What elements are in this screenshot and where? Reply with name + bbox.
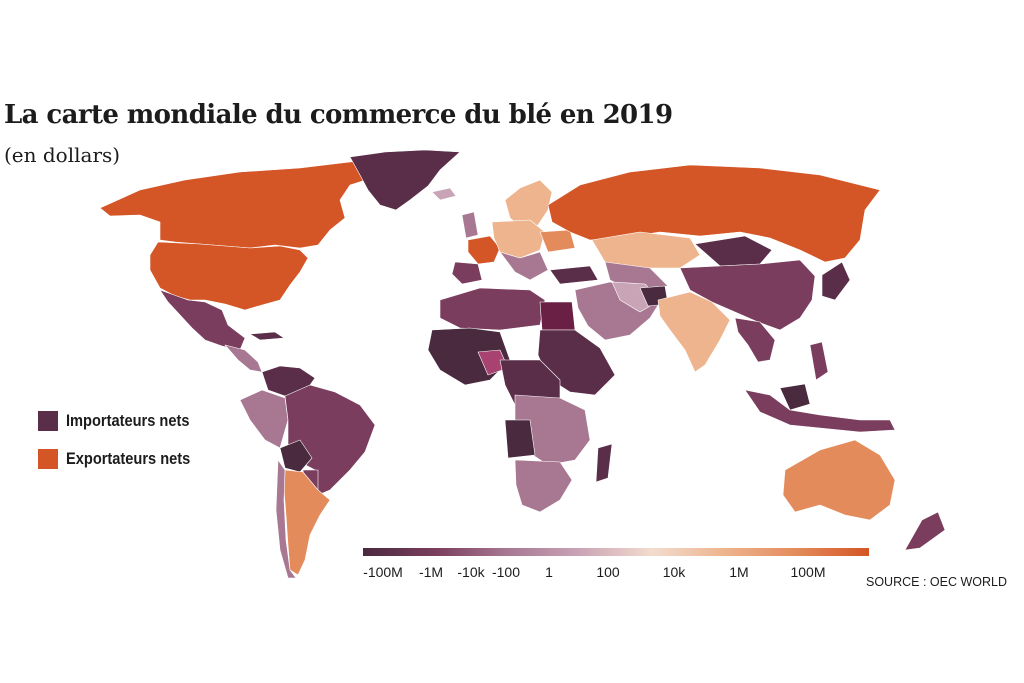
region-mongolia xyxy=(694,235,773,267)
scale-tick-label: 1 xyxy=(545,564,553,580)
region-korea-japan xyxy=(821,261,851,301)
region-india-pakistan xyxy=(657,291,731,373)
region-madagascar xyxy=(595,443,613,483)
scale-tick-label: -100 xyxy=(491,564,521,580)
region-australia xyxy=(782,439,896,521)
legend-swatch-exporters xyxy=(38,449,58,469)
legend-swatch-importers xyxy=(38,411,58,431)
legend-item-exporters: Exportateurs nets xyxy=(38,449,211,469)
region-bolivia xyxy=(279,439,313,473)
region-borneo xyxy=(779,383,811,411)
scale-tick-label: 1M xyxy=(729,564,749,580)
color-scale-bar xyxy=(363,548,869,556)
region-france xyxy=(467,235,501,265)
scale-tick-label: -1M xyxy=(418,564,444,580)
region-ukraine xyxy=(539,229,576,253)
scale-tick-label: 10k xyxy=(662,564,686,580)
map-title: La carte mondiale du commerce du blé en … xyxy=(4,100,673,130)
legend-label-importers: Importateurs nets xyxy=(66,411,190,430)
region-iceland xyxy=(431,187,457,201)
region-philippines xyxy=(809,341,829,381)
source-credit: SOURCE : OEC WORLD xyxy=(866,575,1007,589)
region-turkey xyxy=(549,265,599,285)
region-southern-africa xyxy=(514,459,573,513)
legend-label-exporters: Exportateurs nets xyxy=(66,449,191,468)
region-chile xyxy=(275,459,297,579)
legend-item-importers: Importateurs nets xyxy=(38,411,210,431)
region-north-africa xyxy=(439,287,546,331)
region-greenland xyxy=(349,149,461,211)
map-subtitle: (en dollars) xyxy=(4,143,121,167)
region-southeast-asia xyxy=(734,317,776,363)
region-indonesia xyxy=(744,389,896,433)
region-spain xyxy=(451,261,483,285)
scale-tick-label: -10k xyxy=(457,564,485,580)
region-cuba xyxy=(249,331,285,341)
region-new-zealand xyxy=(904,511,946,551)
region-angola-congo xyxy=(504,419,536,459)
scale-tick-label: 100 xyxy=(596,564,620,580)
region-central-europe xyxy=(491,219,546,259)
region-argentina xyxy=(283,469,331,576)
region-central-america xyxy=(224,344,263,373)
region-canada xyxy=(99,159,379,249)
scale-tick-label: -100M xyxy=(363,564,403,580)
region-uk-ireland xyxy=(461,211,479,239)
region-usa xyxy=(149,241,309,311)
scale-tick-label: 100M xyxy=(790,564,826,580)
region-egypt xyxy=(539,301,576,331)
region-italy-balkans xyxy=(499,251,549,281)
region-peru xyxy=(239,389,289,449)
